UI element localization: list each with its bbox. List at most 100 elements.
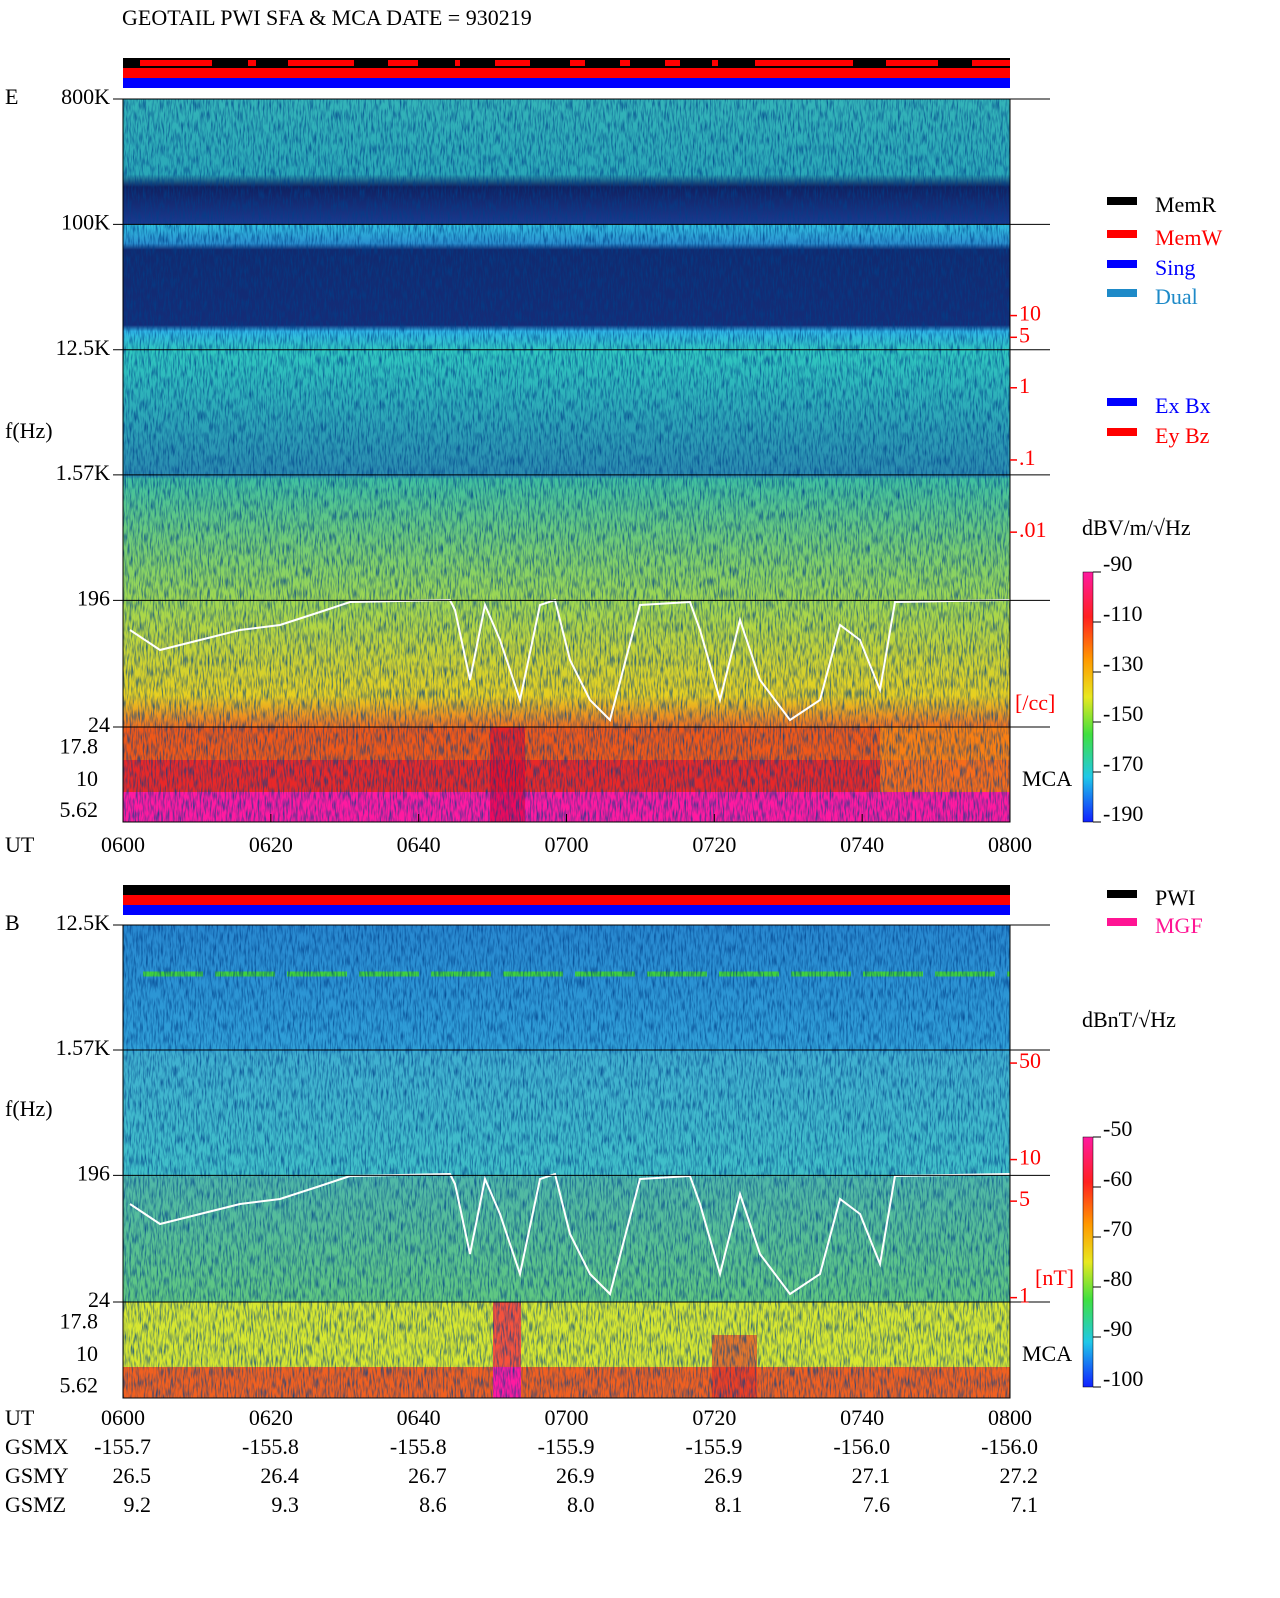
orbit-value: 9.2	[124, 1492, 152, 1517]
colorbar-tick-label: -150	[1103, 701, 1143, 726]
mca-label: MCA	[1022, 766, 1072, 791]
y-axis-label: f(Hz)	[5, 418, 53, 443]
orbit-value: 8.0	[567, 1492, 595, 1517]
y-tick-label: 100K	[61, 209, 110, 234]
orbit-row-label: GSMY	[5, 1463, 69, 1488]
legend-label: MGF	[1155, 913, 1203, 938]
orbit-value: -155.9	[538, 1434, 595, 1459]
legend-label: Dual	[1155, 284, 1198, 309]
mca-channel-label: 17.8	[60, 734, 99, 759]
orbit-x-tick-label: 0640	[397, 1405, 441, 1430]
orbit-value: 27.1	[852, 1463, 891, 1488]
orbit-x-tick-label: 0800	[988, 1405, 1032, 1430]
orbit-value: -156.0	[981, 1434, 1038, 1459]
orbit-x-tick-label: 0740	[840, 1405, 884, 1430]
colorbar-label: dBnT/√Hz	[1082, 1007, 1176, 1032]
spectrogram-b	[123, 925, 1011, 1398]
legend-label: MemR	[1155, 192, 1216, 217]
legend-swatch	[1107, 197, 1137, 205]
y-tick-label: 196	[77, 1160, 110, 1185]
colorbar-tick-label: -170	[1103, 751, 1143, 776]
y2-tick-label: .01	[1019, 517, 1047, 542]
panel-label: E	[5, 84, 18, 109]
orbit-value: 26.5	[113, 1463, 152, 1488]
legend-swatch	[1107, 230, 1137, 238]
legend-label: Ex Bx	[1155, 393, 1211, 418]
orbit-value: -156.0	[833, 1434, 890, 1459]
colorbar	[1082, 571, 1094, 823]
colorbar-tick-label: -110	[1103, 601, 1143, 626]
orbit-value: 27.2	[1000, 1463, 1039, 1488]
legend-swatch	[1107, 890, 1137, 898]
y2-tick-label: 10	[1019, 1145, 1041, 1170]
orbit-value: 7.6	[863, 1492, 891, 1517]
orbit-value: 8.1	[715, 1492, 743, 1517]
orbit-value: 8.6	[419, 1492, 447, 1517]
legend-label: MemW	[1155, 225, 1222, 250]
orbit-value: 26.9	[556, 1463, 595, 1488]
legend-swatch	[1107, 428, 1137, 436]
orbit-value: -155.8	[390, 1434, 447, 1459]
legend-swatch	[1107, 289, 1137, 297]
mca-channel-label: 10	[76, 766, 98, 791]
y-tick-label: 800K	[61, 84, 110, 109]
colorbar	[1082, 1136, 1094, 1388]
orbit-value: -155.8	[242, 1434, 299, 1459]
orbit-value: -155.9	[686, 1434, 743, 1459]
orbit-row-label: GSMZ	[5, 1492, 66, 1517]
legend-label: Sing	[1155, 255, 1195, 280]
orbit-value: 9.3	[271, 1492, 299, 1517]
x-tick-label: 0600	[101, 832, 145, 857]
x-tick-label: 0640	[397, 832, 441, 857]
y2-axis-label: [/cc]	[1015, 690, 1055, 715]
y2-tick-label: 50	[1019, 1048, 1041, 1073]
x-tick-label: 0720	[692, 832, 736, 857]
y-tick-label: 1.57K	[56, 1035, 111, 1060]
y-tick-label: 12.5K	[56, 910, 111, 935]
y-axis-label: f(Hz)	[5, 1096, 53, 1121]
x-tick-label: 0800	[988, 832, 1032, 857]
orbit-value: 26.7	[408, 1463, 447, 1488]
orbit-x-tick-label: 0600	[101, 1405, 145, 1430]
colorbar-label: dBV/m/√Hz	[1082, 515, 1191, 540]
orbit-value: -155.7	[94, 1434, 151, 1459]
x-axis-label: UT	[5, 832, 35, 857]
colorbar-tick-label: -190	[1103, 801, 1143, 826]
y-tick-label: 24	[88, 1287, 110, 1312]
x-tick-label: 0700	[545, 832, 589, 857]
y-tick-label: 196	[77, 585, 110, 610]
legend-swatch	[1107, 918, 1137, 926]
y-tick-label: 12.5K	[56, 335, 111, 360]
legend-label: PWI	[1155, 885, 1195, 910]
orbit-row-label: GSMX	[5, 1434, 69, 1459]
colorbar-tick-label: -60	[1103, 1166, 1132, 1191]
y2-tick-label: .1	[1019, 445, 1036, 470]
panel-label: B	[5, 910, 20, 935]
y-tick-label: 1.57K	[56, 460, 111, 485]
colorbar-tick-label: -130	[1103, 651, 1143, 676]
status-bars-e	[123, 58, 1010, 88]
mca-channel-label: 17.8	[60, 1309, 99, 1334]
mca-channel-label: 5.62	[60, 797, 99, 822]
title: GEOTAIL PWI SFA & MCA DATE = 930219	[122, 5, 532, 30]
y2-tick-label: 5	[1019, 1186, 1030, 1211]
orbit-x-label: UT	[5, 1405, 35, 1430]
x-tick-label: 0740	[840, 832, 884, 857]
y-tick-label: 24	[88, 712, 110, 737]
legend-label: Ey Bz	[1155, 423, 1210, 448]
colorbar-tick-label: -90	[1103, 1316, 1132, 1341]
y2-axis-label: [nT]	[1035, 1265, 1074, 1290]
y2-tick-label: 10	[1019, 301, 1041, 326]
orbit-x-tick-label: 0620	[249, 1405, 293, 1430]
mca-channel-label: 10	[76, 1341, 98, 1366]
legend-swatch	[1107, 398, 1137, 406]
colorbar-tick-label: -80	[1103, 1266, 1132, 1291]
y2-tick-label: 1	[1019, 1283, 1030, 1308]
colorbar-tick-label: -90	[1103, 551, 1132, 576]
colorbar-tick-label: -50	[1103, 1116, 1132, 1141]
y2-tick-label: 1	[1019, 373, 1030, 398]
status-bars-b	[123, 885, 1010, 915]
mca-label: MCA	[1022, 1341, 1072, 1366]
